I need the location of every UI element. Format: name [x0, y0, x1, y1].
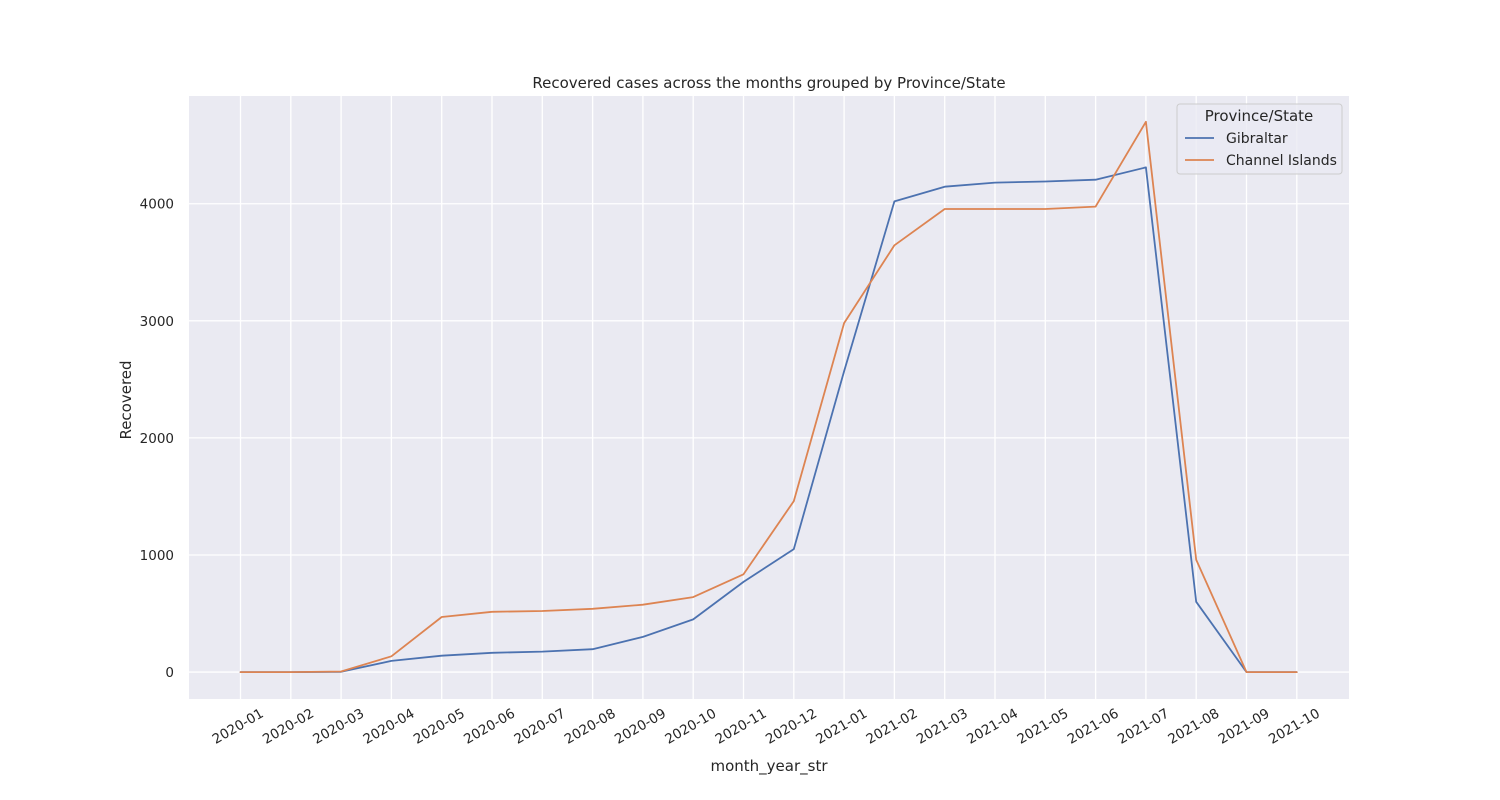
- legend-entries: Gibraltar Channel Islands: [1185, 131, 1337, 169]
- x-tick-label: 2020-01: [210, 706, 267, 748]
- chart-title: Recovered cases across the months groupe…: [532, 74, 1005, 92]
- x-tick-label: 2021-09: [1216, 706, 1273, 748]
- y-tick-label: 4000: [140, 197, 174, 213]
- x-tick-label: 2020-05: [411, 706, 468, 748]
- legend: Province/State Gibraltar Channel Islands: [1176, 103, 1343, 175]
- x-tick-label: 2021-07: [1115, 706, 1172, 748]
- y-tick-label: 3000: [140, 314, 174, 330]
- legend-label: Channel Islands: [1226, 153, 1337, 169]
- y-axis-label: Recovered: [117, 360, 135, 439]
- x-tick-label: 2021-03: [914, 706, 971, 748]
- x-tick-label: 2020-08: [562, 706, 619, 748]
- x-tick-label: 2020-06: [461, 706, 518, 748]
- y-tick-label: 2000: [140, 431, 174, 447]
- x-tick-label: 2020-10: [662, 706, 719, 748]
- series-line-channel-islands: [239, 120, 1298, 673]
- x-tick-label: 2020-09: [612, 706, 669, 748]
- x-tick-label: 2020-04: [361, 706, 418, 748]
- y-tick-label: 0: [165, 665, 174, 681]
- plot-area: [189, 96, 1349, 699]
- x-tick-label: 2021-01: [813, 706, 870, 748]
- gridlines: [189, 96, 1349, 699]
- x-tick-label: 2020-03: [310, 706, 367, 748]
- y-tick-labels: 0 1000 2000 3000 4000: [140, 197, 174, 681]
- x-tick-label: 2021-04: [964, 706, 1021, 748]
- x-tick-labels: 2020-012020-022020-032020-042020-052020-…: [210, 706, 1323, 748]
- legend-label: Gibraltar: [1226, 131, 1288, 147]
- y-tick-label: 1000: [140, 548, 174, 564]
- series-line-gibraltar: [239, 166, 1298, 673]
- legend-box: [1176, 103, 1343, 175]
- x-axis-label: month_year_str: [710, 757, 828, 776]
- x-tick-label: 2021-02: [864, 706, 921, 748]
- x-tick-label: 2020-07: [511, 706, 568, 748]
- x-tick-label: 2020-12: [763, 706, 820, 748]
- legend-title: Province/State: [1205, 107, 1314, 125]
- series-lines: [239, 120, 1298, 673]
- x-tick-label: 2020-11: [713, 706, 770, 748]
- x-tick-label: 2021-08: [1165, 706, 1222, 748]
- x-tick-label: 2021-06: [1065, 706, 1122, 748]
- x-tick-label: 2020-02: [260, 706, 317, 748]
- x-tick-label: 2021-10: [1266, 706, 1323, 748]
- x-tick-label: 2021-05: [1014, 706, 1071, 748]
